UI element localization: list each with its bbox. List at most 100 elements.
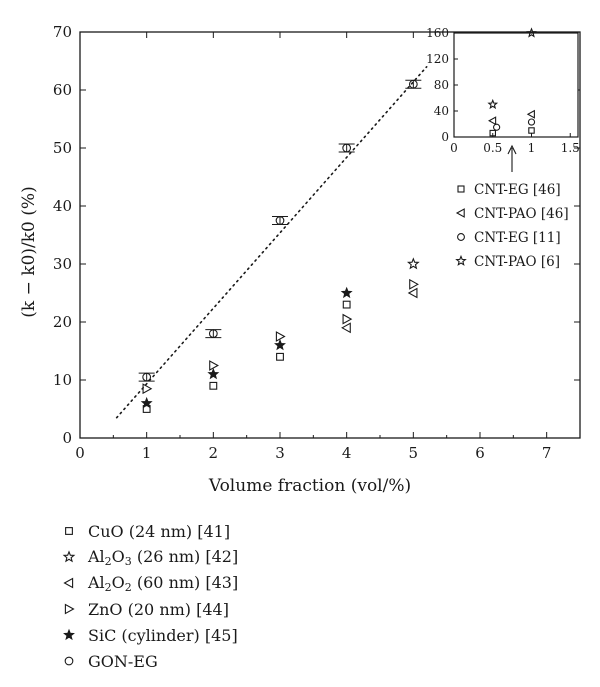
legend-marker-icon [63, 577, 74, 589]
inset-chart: 0 0.5 1 1.5 0 40 80 120 160 [426, 26, 580, 172]
y-tick-label: 60 [53, 81, 72, 99]
inset-legend: CNT-EG [46] CNT-PAO [46] CNT-EG [11] CNT-PA… [455, 182, 569, 270]
inset-data-point [526, 27, 537, 38]
legend-marker-icon [63, 628, 75, 641]
main-axes [79, 31, 581, 439]
data-point [342, 313, 353, 325]
legend-marker-icon [62, 550, 76, 563]
legend-marker [64, 603, 75, 615]
legend-label: CuO (24 nm) [41] [88, 522, 230, 541]
inset-x-tick-label: 1.5 [561, 141, 580, 155]
data-point [275, 331, 286, 342]
y-tick-label: 70 [53, 23, 72, 41]
legend-label-part: (26 nm) [42] [131, 546, 239, 566]
legend-label: Al2O2 (60 nm) [43] [88, 573, 238, 594]
inset-legend-marker [455, 254, 467, 266]
trend-line [115, 66, 428, 419]
data-point [274, 338, 286, 351]
data-point [209, 381, 218, 390]
x-tick-label: 6 [475, 444, 485, 462]
x-tick-label: 0 [75, 444, 85, 462]
legend-marker [62, 550, 76, 563]
legend-item: CuO (24 nm) [41] [58, 518, 238, 544]
inset-legend-label: CNT-PAO [46] [474, 206, 569, 222]
inset-y-tick-label: 120 [426, 52, 449, 66]
legend-label-part: 3 [124, 554, 132, 568]
data-point [342, 300, 351, 309]
legend-label-part: O [111, 572, 125, 592]
data-point [341, 322, 351, 334]
inset-y-tick-label: 0 [441, 130, 449, 144]
x-tick-label: 7 [542, 444, 552, 462]
legend-label-part: 2 [104, 554, 112, 568]
inset-data-point [493, 123, 501, 131]
x-tick-label: 3 [275, 444, 285, 462]
main-marks [115, 66, 428, 419]
y-tick-label: 50 [53, 139, 72, 157]
data-point [340, 286, 353, 299]
legend-marker [63, 577, 74, 589]
y-axis-label: (k − k0)/k0 (%) [19, 186, 39, 317]
data-point [408, 79, 418, 89]
inset-data-point [526, 109, 535, 119]
legend-marker-icon [64, 656, 74, 666]
data-point [140, 396, 153, 409]
data-point [142, 372, 152, 382]
legend-marker-icon [65, 527, 73, 535]
data-point [208, 329, 218, 338]
inset-frame [453, 32, 579, 138]
x-tick-label: 1 [142, 444, 152, 462]
legend-item: Al2O2 (60 nm) [43] [58, 570, 238, 596]
legend-label-part: Al [88, 546, 105, 566]
legend: CuO (24 nm) [41] Al2O3 (26 nm) [42] Al2O2 … [58, 518, 238, 674]
y-tick-label: 0 [62, 429, 72, 447]
y-tick-label: 30 [53, 255, 72, 273]
legend-marker [63, 628, 75, 641]
x-tick-label: 5 [409, 444, 419, 462]
legend-label-part: GON-EG [88, 651, 158, 671]
legend-marker [65, 527, 73, 535]
legend-label-part: 2 [104, 580, 112, 594]
inset-x-tick-label: 0 [450, 141, 458, 155]
legend-label: SiC (cylinder) [45] [88, 626, 238, 645]
plot-frame [79, 31, 581, 439]
legend-label-part: ZnO (20 nm) [44] [88, 599, 229, 619]
inset-legend-marker [455, 208, 465, 218]
inset-data-point [489, 129, 496, 137]
inset-data-point [488, 116, 497, 126]
data-point [275, 216, 285, 225]
legend-label-part: CuO (24 nm) [41] [88, 521, 231, 541]
x-tick-label: 2 [209, 444, 219, 462]
inset-data-point [487, 98, 499, 110]
data-point [276, 352, 284, 361]
data-point [142, 383, 153, 395]
inset-legend-label: CNT-EG [11] [474, 230, 561, 246]
legend-label: GON-EG [88, 652, 158, 671]
inset-y-tick-label: 40 [434, 104, 449, 118]
legend-label-part: (60 nm) [43] [131, 572, 239, 592]
inset-data-point [528, 127, 535, 134]
y-tick-label: 40 [53, 197, 72, 215]
x-axis-label: Volume fraction (vol/%) [208, 476, 411, 496]
inset-legend-label: CNT-PAO [6] [474, 254, 560, 270]
inset-data-point [527, 118, 536, 126]
data-point [407, 287, 418, 299]
legend-label: ZnO (20 nm) [44] [88, 600, 229, 619]
data-point [406, 257, 420, 270]
data-point [207, 367, 220, 380]
inset-legend-marker [457, 185, 465, 193]
legend-item: SiC (cylinder) [45] [58, 622, 238, 648]
data-point [409, 278, 419, 290]
legend-label-part: O [111, 546, 125, 566]
inset-legend-marker [457, 233, 465, 241]
inset-x-tick-label: 1 [528, 141, 536, 155]
inset-arrow-head [507, 144, 517, 155]
legend-label: Al2O3 (26 nm) [42] [88, 547, 238, 568]
inset-y-tick-label: 80 [434, 78, 449, 92]
legend-item: ZnO (20 nm) [44] [58, 596, 238, 622]
inset-legend-label: CNT-EG [46] [474, 182, 561, 198]
legend-item: GON-EG [58, 648, 238, 674]
legend-marker [64, 656, 74, 666]
